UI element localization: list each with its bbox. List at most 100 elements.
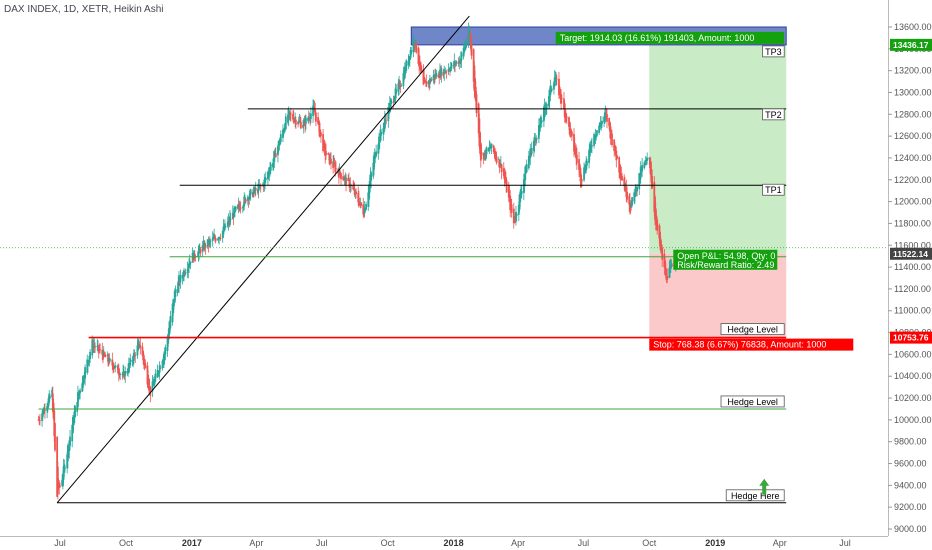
candle-body <box>89 351 92 359</box>
candle-body <box>651 175 654 189</box>
current-price-tag: 11522.14 <box>893 249 928 259</box>
price-tick-label: 11400.00 <box>894 262 931 272</box>
candle-body <box>86 359 89 373</box>
candle-body <box>113 367 116 369</box>
price-tick-label: 12200.00 <box>894 175 932 185</box>
tp3-label: TP3 <box>765 47 782 57</box>
price-tick-label: 10400.00 <box>894 371 932 381</box>
price-tick-label: 9400.00 <box>894 480 927 490</box>
chart-title: DAX INDEX, 1D, XETR, Heikin Ashi <box>4 4 164 15</box>
candle-body <box>204 245 207 248</box>
candle-body <box>479 142 482 161</box>
candle-body <box>495 156 498 163</box>
candle-body <box>217 239 220 240</box>
price-tick-label: 9600.00 <box>894 459 927 469</box>
candle-body <box>278 143 281 146</box>
candle-body <box>420 66 423 73</box>
time-tick-label: Jul <box>578 538 590 548</box>
candle-body <box>535 139 537 141</box>
target-price-tag: 13436.17 <box>893 40 929 50</box>
candle-body <box>79 390 81 394</box>
candle-body <box>253 187 256 193</box>
candle-body <box>616 155 618 159</box>
candle-body <box>251 191 254 197</box>
candle-body <box>378 136 380 150</box>
candle-body <box>209 241 212 242</box>
candle-body <box>570 131 573 137</box>
candle-body <box>530 153 532 155</box>
candle-body <box>545 107 547 109</box>
candle-body <box>119 374 122 375</box>
candle-body <box>310 113 312 119</box>
stop-price-tag-box <box>890 331 932 344</box>
price-tick-label: 13000.00 <box>894 87 932 97</box>
candle-body <box>325 151 327 156</box>
candle-body <box>49 396 51 398</box>
price-tick-label: 12000.00 <box>894 197 932 207</box>
candle-body <box>520 191 523 195</box>
candle-body <box>249 189 252 195</box>
candle-body <box>257 184 260 191</box>
candle-body <box>320 132 322 137</box>
candle-body <box>392 101 395 103</box>
candle-body <box>483 153 486 157</box>
stop-tag-box <box>649 338 854 351</box>
candle-body <box>206 239 209 247</box>
candle-body <box>54 423 56 451</box>
candle-body <box>465 41 468 46</box>
candle-body <box>168 327 170 339</box>
candle-body <box>385 120 388 122</box>
candle-body <box>444 71 446 73</box>
candle-body <box>601 120 603 125</box>
candle-body <box>639 176 641 182</box>
time-tick-label: 2019 <box>705 538 725 548</box>
candle-body <box>540 120 543 123</box>
candle-body <box>409 49 412 59</box>
candle-body <box>394 88 397 100</box>
candle-body <box>360 202 362 206</box>
candle-body <box>41 413 43 421</box>
candle-body <box>668 267 671 278</box>
candle-body <box>53 410 56 437</box>
candle-body <box>94 346 97 348</box>
candle-body <box>580 179 583 181</box>
candle-body <box>500 164 503 172</box>
candle-body <box>47 398 50 407</box>
candle-body <box>239 207 242 209</box>
tp1-label: TP1 <box>765 185 782 195</box>
candle-body <box>299 121 302 129</box>
candle-body <box>199 249 202 254</box>
candle-body <box>596 130 598 136</box>
price-tick-label: 11200.00 <box>894 284 931 294</box>
candle-body <box>309 118 312 120</box>
candle-body <box>163 353 165 362</box>
candle-body <box>539 117 542 129</box>
time-tick-label: Jul <box>54 538 66 548</box>
candle-body <box>400 85 403 87</box>
price-tick-label: 11600.00 <box>894 240 931 250</box>
candle-body <box>489 147 492 149</box>
candle-body <box>267 172 270 176</box>
candle-body <box>274 153 277 158</box>
candle-body <box>525 164 528 173</box>
candle-body <box>174 288 177 297</box>
candle-body <box>636 186 639 192</box>
pnl-box <box>673 249 778 270</box>
tp1-label-box <box>762 183 785 196</box>
candle-body <box>229 219 232 221</box>
candle-body <box>127 370 130 373</box>
time-tick-label: Oct <box>119 538 134 548</box>
candle-body <box>189 261 192 264</box>
candle-body <box>550 90 552 91</box>
candle-body <box>433 77 436 79</box>
candle-body <box>580 174 583 185</box>
candle-body <box>42 412 45 414</box>
candle-body <box>611 133 613 146</box>
candle-body <box>139 344 142 349</box>
target-tag-box <box>555 31 785 44</box>
tp3-label-box <box>762 45 785 58</box>
current-price-tag-box <box>890 247 932 260</box>
candle-body <box>315 112 317 122</box>
